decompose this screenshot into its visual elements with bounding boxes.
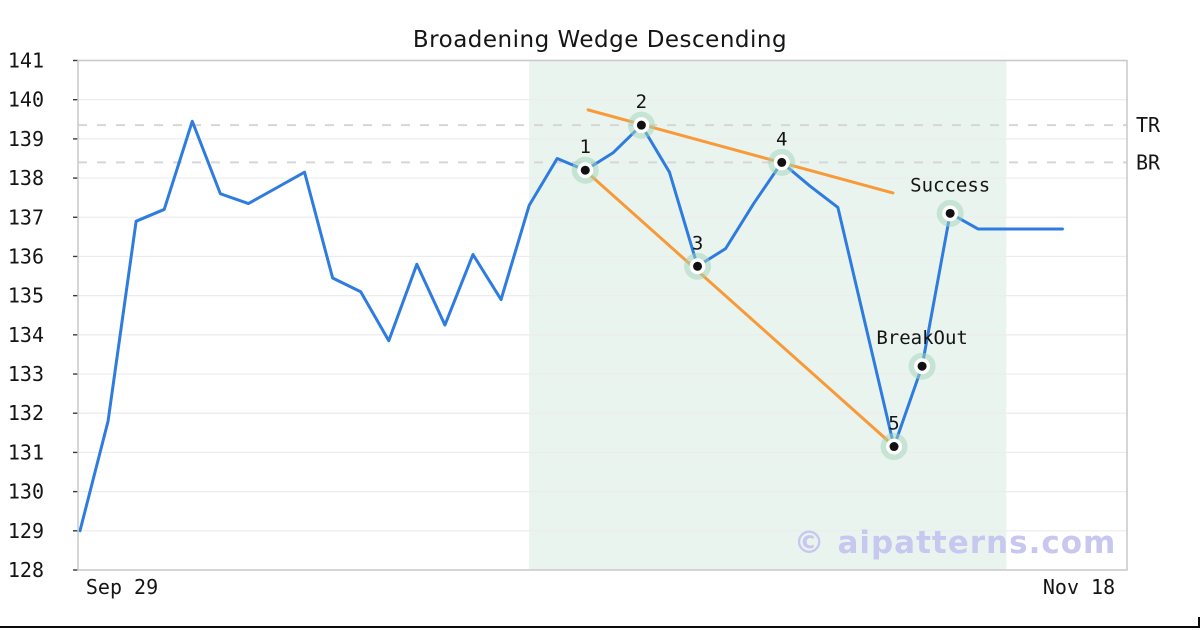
y-tick-label: 135 [8, 284, 44, 308]
marker-dot-5 [889, 442, 899, 452]
y-tick-label: 134 [8, 323, 44, 347]
chart-title: Broadening Wedge Descending [412, 27, 788, 53]
trendline-lower [583, 169, 896, 448]
y-tick-label: 133 [8, 362, 44, 386]
y-tick-label: 136 [8, 244, 44, 268]
x-tick-label-end: Nov 18 [1042, 575, 1116, 599]
y-tick-label: 138 [8, 166, 44, 190]
marker-label-breakout: BreakOut [876, 327, 968, 349]
y-tick-label: 139 [8, 127, 44, 151]
pattern-highlight-region [529, 61, 1007, 570]
level-label-tr: TR [1136, 113, 1161, 137]
marker-label-3: 3 [692, 232, 703, 254]
y-tick-label: 129 [8, 519, 44, 543]
watermark: © aipatterns.com [793, 525, 1117, 561]
marker-dot-2 [636, 120, 646, 130]
marker-label-success: Success [910, 174, 990, 196]
marker-dot-3 [693, 261, 703, 271]
marker-label-1: 1 [580, 136, 591, 158]
y-tick-label: 137 [8, 205, 44, 229]
marker-dot-success [945, 208, 955, 218]
y-tick-label: 130 [8, 480, 44, 504]
y-tick-label: 132 [8, 401, 44, 425]
y-tick-label: 131 [8, 440, 44, 464]
bottom-right-border-notch [1198, 617, 1200, 628]
marker-label-2: 2 [636, 91, 647, 113]
level-label-br: BR [1136, 150, 1161, 174]
y-tick-label: 128 [8, 558, 44, 582]
plot-border [77, 59, 1128, 571]
x-tick-label-start: Sep 29 [85, 575, 159, 599]
price-line [78, 119, 1064, 533]
marker-label-5: 5 [888, 413, 899, 435]
marker-dot-breakout [917, 361, 927, 371]
bottom-border-line [0, 626, 1200, 628]
marker-dot-4 [777, 157, 787, 167]
y-tick-label: 141 [8, 49, 44, 73]
marker-label-4: 4 [776, 128, 787, 150]
marker-dot-1 [580, 165, 590, 175]
y-tick-label: 140 [8, 88, 44, 112]
